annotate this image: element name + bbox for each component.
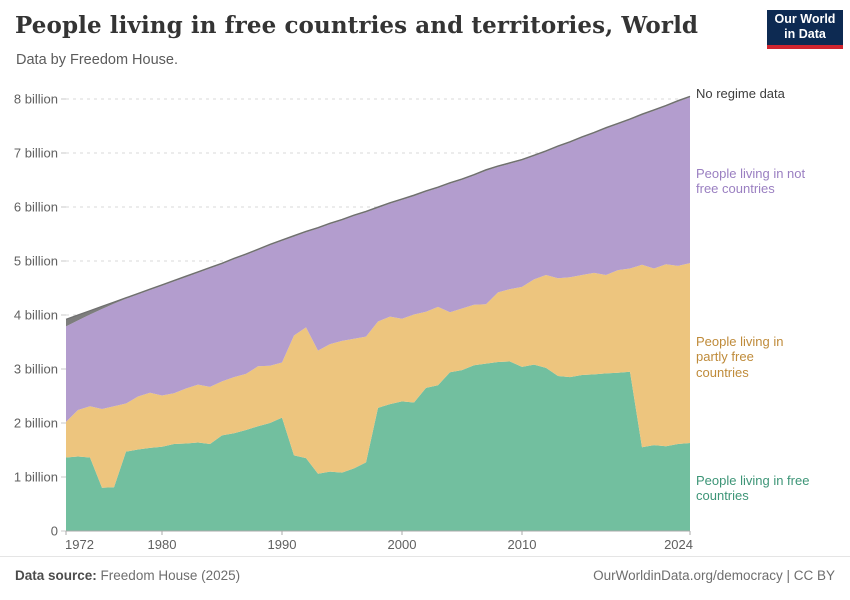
y-tick-label: 1 billion	[14, 470, 58, 485]
data-source: Data source: Freedom House (2025)	[15, 568, 240, 583]
area-partly-free[interactable]	[66, 263, 690, 488]
footer-link[interactable]: OurWorldinData.org/democracy | CC BY	[593, 568, 835, 583]
x-tick-label: 2010	[508, 537, 537, 552]
owid-logo-line1: Our World	[774, 12, 836, 26]
x-tick-label: 1980	[148, 537, 177, 552]
x-tick-label: 2024	[664, 537, 693, 552]
total-population-line	[65, 95, 691, 320]
x-tick-label: 1990	[268, 537, 297, 552]
data-source-label: Data source:	[15, 568, 97, 583]
y-tick-label: 2 billion	[14, 416, 58, 431]
area-not-free[interactable]	[66, 97, 690, 422]
data-source-value: Freedom House (2025)	[100, 568, 241, 583]
x-tick-label: 1972	[65, 537, 94, 552]
series-label-no-regime-data: No regime data	[696, 86, 785, 101]
page-title: People living in free countries and terr…	[15, 12, 699, 39]
owid-logo-line2: in Data	[784, 27, 826, 41]
area-free[interactable]	[66, 361, 690, 531]
series-label-not-free: People living in not free countries	[696, 166, 806, 197]
y-tick-label: 7 billion	[14, 146, 58, 161]
footer: Data source: Freedom House (2025) OurWor…	[0, 556, 850, 583]
y-tick-label: 8 billion	[14, 92, 58, 107]
series-label-free: People living in free countries	[696, 473, 810, 504]
y-tick-label: 0	[51, 524, 58, 539]
y-tick-label: 4 billion	[14, 308, 58, 323]
owid-logo[interactable]: Our World in Data	[767, 10, 843, 49]
series-label-partly-free: People living in partly free countries	[696, 334, 784, 380]
y-tick-label: 5 billion	[14, 254, 58, 269]
y-tick-label: 6 billion	[14, 200, 58, 215]
y-tick-label: 3 billion	[14, 362, 58, 377]
chart-subtitle: Data by Freedom House.	[16, 52, 178, 68]
x-tick-label: 2000	[388, 537, 417, 552]
